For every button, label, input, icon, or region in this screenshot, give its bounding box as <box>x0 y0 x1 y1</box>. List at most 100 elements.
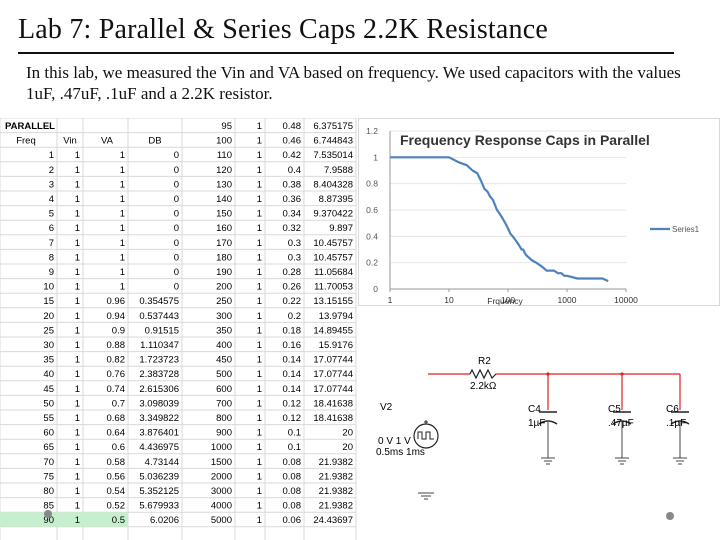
sheet-cell: 3 <box>49 179 54 190</box>
sheet-cell: 0.26 <box>283 282 302 293</box>
sheet-cell: 1 <box>120 179 125 190</box>
sheet-cell: 8.87395 <box>319 194 353 205</box>
sheet-cell: 21.9382 <box>319 486 353 497</box>
sheet-cell: 1 <box>75 340 80 351</box>
frequency-response-chart: 0 0.2 0.4 0.6 0.8 1 1.2 1 10 100 1000 10000 Series1 F… <box>358 118 720 306</box>
capacitor-name: C6 <box>666 404 679 415</box>
sheet-label: PARALLEL <box>5 121 55 132</box>
sheet-cell: 1 <box>120 194 125 205</box>
sheet-cell: 1 <box>257 150 262 161</box>
sheet-cell: 1 <box>75 471 80 482</box>
sheet-cell: 0 <box>174 150 179 161</box>
sheet-cell: 15.9176 <box>319 340 353 351</box>
sheet-cell: 700 <box>216 398 232 409</box>
sheet-cell: 1 <box>257 267 262 278</box>
sheet-cell: 80 <box>43 486 54 497</box>
sheet-cell: 1 <box>75 165 80 176</box>
sheet-cell: 1500 <box>211 457 232 468</box>
resistor-name: R2 <box>478 356 491 367</box>
sheet-cell: 0.36 <box>283 194 302 205</box>
sheet-cell: 3.098039 <box>139 398 179 409</box>
sheet-cell: 2.383728 <box>139 369 179 380</box>
sheet-cell: 21.9382 <box>319 457 353 468</box>
sheet-cell: 10.45757 <box>313 238 353 249</box>
sheet-cell: 4.436975 <box>139 442 179 453</box>
junction <box>546 372 550 376</box>
chart-title: Frequency Response Caps in Parallel <box>400 132 650 148</box>
slide-body-text: In this lab, we measured the Vin and VA … <box>26 63 681 103</box>
sheet-cell: 7 <box>49 238 54 249</box>
sheet-cell: 0.34 <box>283 209 302 220</box>
sheet-cell: 60 <box>43 428 54 439</box>
sheet-cell: 1 <box>257 398 262 409</box>
sheet-header-cell: DB <box>148 136 161 147</box>
sheet-cell: 1 <box>257 340 262 351</box>
sheet-cell: 20 <box>342 442 353 453</box>
x-axis-label: Frquency <box>487 296 523 306</box>
sheet-cell: 0 <box>174 223 179 234</box>
sheet-cell: 0.48 <box>283 121 302 132</box>
x-tick-label: 100 <box>501 295 515 305</box>
capacitor-value: .1µF <box>666 418 686 429</box>
sheet-cell: 6.744843 <box>313 136 353 147</box>
capacitor-plate <box>612 420 632 425</box>
source-line-1: 0 V 1 V <box>378 436 411 447</box>
sheet-cell: 1 <box>75 457 80 468</box>
sheet-cell: 1 <box>75 442 80 453</box>
sheet-cell: 0 <box>174 282 179 293</box>
sheet-cell: 0 <box>174 194 179 205</box>
sheet-cell: 1 <box>257 325 262 336</box>
sheet-header-cell: Freq <box>16 136 36 147</box>
y-tick-label: 0.8 <box>366 179 378 189</box>
sheet-cell: 0.14 <box>283 369 302 380</box>
sheet-cell: 0.52 <box>107 501 126 512</box>
sheet-cell: 0.96 <box>107 296 126 307</box>
sheet-cell: 0.88 <box>107 340 126 351</box>
sheet-cell: 1 <box>75 267 80 278</box>
sheet-cell: 5.352125 <box>139 486 179 497</box>
sheet-cell: 45 <box>43 384 54 395</box>
sheet-cell: 0.68 <box>107 413 126 424</box>
sheet-cell: 0.28 <box>283 267 302 278</box>
sheet-cell: 500 <box>216 369 232 380</box>
sheet-cell: 25 <box>43 325 54 336</box>
title-underline <box>18 52 674 54</box>
sheet-cell: 1 <box>257 121 262 132</box>
sheet-header-cell: VA <box>101 136 114 147</box>
sheet-cell: 900 <box>216 428 232 439</box>
sheet-cell: 90 <box>43 515 54 526</box>
sheet-cell: 190 <box>216 267 232 278</box>
sheet-cell: 3.349822 <box>139 413 179 424</box>
sheet-cell: 1 <box>75 369 80 380</box>
y-tick-label: 0.2 <box>366 258 378 268</box>
sheet-cell: 50 <box>43 398 54 409</box>
slide-title: Lab 7: Parallel & Series Caps 2.2K Resis… <box>18 14 548 45</box>
sheet-cell: 120 <box>216 165 232 176</box>
sheet-cell: 1 <box>257 223 262 234</box>
series-line <box>390 156 609 283</box>
sheet-cell: 1 <box>75 238 80 249</box>
sheet-cell: 1 <box>257 238 262 249</box>
sheet-cell: 1 <box>257 355 262 366</box>
chart-background <box>358 118 720 306</box>
sheet-cell: 100 <box>216 136 232 147</box>
sheet-cell: 21.9382 <box>319 501 353 512</box>
sheet-cell: 0.76 <box>107 369 126 380</box>
x-tick-label: 1 <box>388 295 393 305</box>
sheet-cell: 140 <box>216 194 232 205</box>
sheet-cell: 0.12 <box>283 413 302 424</box>
x-tick-label: 1000 <box>558 295 577 305</box>
sheet-cell: 24.43697 <box>313 515 353 526</box>
sheet-cell: 250 <box>216 296 232 307</box>
sheet-cell: 0 <box>174 165 179 176</box>
sheet-cell: 5.679933 <box>139 501 179 512</box>
sheet-cell: 65 <box>43 442 54 453</box>
sheet-cell: 0.16 <box>283 340 302 351</box>
sheet-cell: 350 <box>216 325 232 336</box>
sheet-cell: 6.0206 <box>150 515 179 526</box>
sheet-cell: 130 <box>216 179 232 190</box>
sheet-cell: 18.41638 <box>313 413 353 424</box>
sheet-cell: 0.537443 <box>139 311 179 322</box>
